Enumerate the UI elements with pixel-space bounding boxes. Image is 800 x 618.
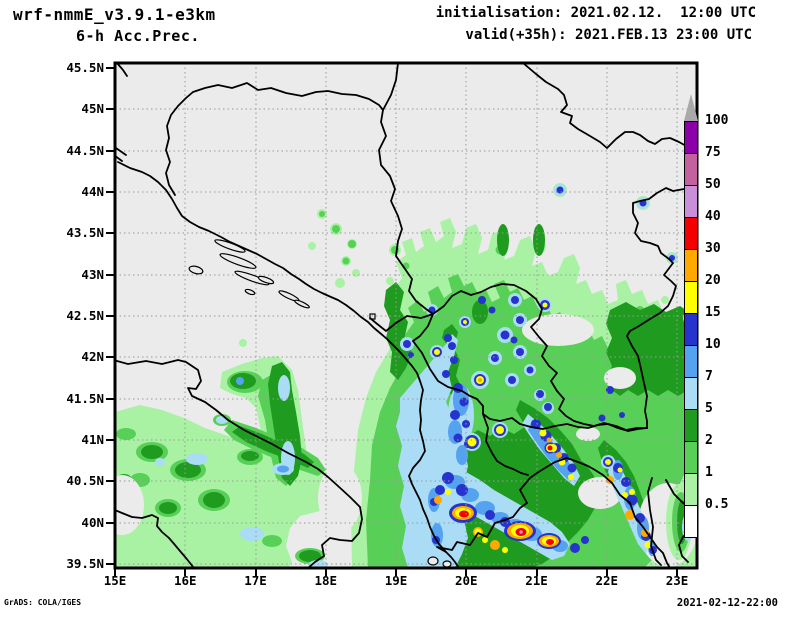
lat-tick xyxy=(106,67,115,69)
lat-tick xyxy=(106,521,115,524)
colorbar-label: 5 xyxy=(705,401,713,416)
graticule xyxy=(115,63,697,568)
lon-tick xyxy=(114,568,116,576)
danube-border xyxy=(522,63,697,152)
lat-tick xyxy=(106,149,115,152)
colorbar-segment xyxy=(684,377,698,410)
lat-tick xyxy=(106,439,115,441)
lon-tick xyxy=(535,568,538,576)
colorbar-overflow-arrow xyxy=(684,94,698,121)
colorbar-label: 30 xyxy=(705,241,721,256)
lat-tick-label: 42.5N xyxy=(66,308,104,323)
valid-time-label: valid(+35h): 2021.FEB.13 23:00 UTC xyxy=(465,27,752,43)
croatia-serbia-border xyxy=(382,63,399,111)
lon-tick xyxy=(254,568,257,576)
colorbar-segment xyxy=(684,473,698,506)
albania-macedonia-border xyxy=(482,413,529,476)
lat-tick-label: 39.5N xyxy=(66,556,104,571)
lat-tick-label: 41.5N xyxy=(66,390,104,406)
lat-tick xyxy=(106,356,115,359)
colorbar-segment xyxy=(684,313,698,346)
colorbar-label: 20 xyxy=(705,273,721,288)
lon-tick-label: 22E xyxy=(595,573,619,588)
lon-tick-label: 21E xyxy=(525,573,548,588)
grads-credit: GrADS: COLA/IGES xyxy=(4,598,82,607)
bulgaria-border xyxy=(626,185,697,429)
adriatic-east-coastline xyxy=(117,161,460,568)
corfu-island xyxy=(427,556,439,566)
italy-tyrrhenian-coastline xyxy=(115,509,195,568)
colorbar-label: 1 xyxy=(705,465,713,480)
lat-tick-label: 41N xyxy=(81,432,104,447)
lat-tick-label: 44N xyxy=(81,184,104,199)
precip-layer-red xyxy=(459,378,554,545)
kosovo-west-border xyxy=(412,313,434,342)
lon-tick-label: 16E xyxy=(174,573,197,588)
lon-tick xyxy=(324,568,327,576)
macedonia-north-border xyxy=(412,340,648,432)
lat-tick-label: 40.5N xyxy=(66,473,104,489)
lon-tick-label: 18E xyxy=(314,573,338,588)
colorbar-label: 75 xyxy=(705,145,721,160)
colorbar-label: 100 xyxy=(705,113,729,128)
coastlines-and-borders xyxy=(115,63,697,568)
lat-tick-label: 45N xyxy=(81,101,104,117)
colorbar-segment xyxy=(684,185,698,218)
colorbar-segment xyxy=(684,505,698,538)
colorbar-segment xyxy=(684,441,698,474)
lon-tick-label: 17E xyxy=(244,573,267,588)
lon-tick-label: 23E xyxy=(665,573,689,588)
lat-tick xyxy=(106,480,115,483)
italy-adriatic-coastline xyxy=(115,359,363,568)
colorbar-label: 10 xyxy=(705,337,721,352)
product-title: 6-h Acc.Prec. xyxy=(76,27,200,45)
lat-tick-label: 43.5N xyxy=(66,225,104,241)
lat-tick-label: 44.5N xyxy=(66,142,104,158)
lat-tick xyxy=(106,108,115,111)
lat-tick-label: 43N xyxy=(81,266,104,282)
istria-fragment xyxy=(116,63,128,77)
kotor-bay-mark xyxy=(369,313,376,320)
kosovo-serbia-border xyxy=(432,283,648,431)
greece-east-border xyxy=(647,477,662,566)
colorbar-label: 50 xyxy=(705,177,721,192)
colorbar-label: 7 xyxy=(705,369,713,384)
lon-tick xyxy=(676,568,678,576)
lat-tick xyxy=(106,563,115,565)
lon-tick xyxy=(605,568,608,576)
colorbar-segment xyxy=(684,153,698,186)
lon-tick xyxy=(395,568,397,576)
lon-tick xyxy=(465,568,468,576)
lat-tick-label: 42N xyxy=(81,349,104,365)
colorbar-label: 0.5 xyxy=(705,497,729,512)
colorbar-label: 2 xyxy=(705,433,713,448)
lon-tick-label: 15E xyxy=(103,573,127,588)
init-time-label: initialisation: 2021.02.12. 12:00 UTC xyxy=(435,5,756,21)
lon-tick-label: 20E xyxy=(455,573,478,588)
lat-tick-label: 40N xyxy=(81,514,104,530)
lat-tick xyxy=(106,191,115,193)
colorbar-label: 15 xyxy=(705,305,721,320)
lat-tick xyxy=(106,315,115,317)
lat-tick xyxy=(106,232,115,235)
colorbar-segment xyxy=(684,281,698,314)
model-title: wrf-nmmE_v3.9.1-e3km xyxy=(13,5,216,24)
colorbar-segment xyxy=(684,249,698,282)
colorbar-segment xyxy=(684,217,698,250)
greece-border xyxy=(436,457,671,568)
bosnia-border xyxy=(165,82,434,332)
lat-tick-label: 45.5N xyxy=(66,60,104,75)
colorbar-label: 40 xyxy=(705,209,721,224)
creation-timestamp: 2021-02-12-22:00 xyxy=(676,597,778,609)
lon-tick xyxy=(184,568,187,576)
lon-tick-label: 19E xyxy=(384,573,408,588)
colorbar-segment xyxy=(684,345,698,378)
colorbar-segment xyxy=(684,121,698,154)
colorbar-segment xyxy=(684,409,698,442)
dalmatian-islands xyxy=(188,239,452,568)
lat-tick xyxy=(106,273,115,276)
lat-tick xyxy=(106,397,115,400)
